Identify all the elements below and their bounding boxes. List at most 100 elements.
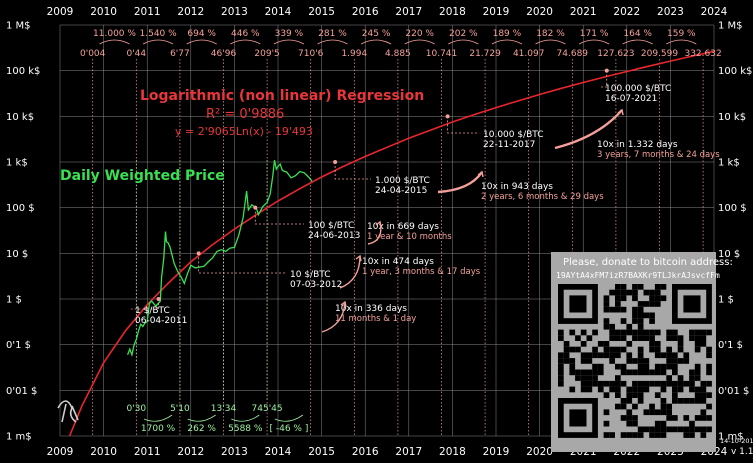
bottom-percentage: 1700 % (141, 424, 176, 434)
qr-module (700, 386, 707, 393)
x-tick-label: 2020 (526, 446, 553, 458)
qr-module (580, 380, 587, 387)
qr-module (615, 306, 621, 313)
x-axis-top: 2009 2010 2011 2012 2013 2014 2015 2016 2017 2018… (47, 6, 728, 18)
qr-module (603, 301, 610, 307)
x-tick-label: 2009 (47, 6, 74, 18)
qr-module (603, 318, 610, 324)
qr-module (637, 380, 644, 387)
qr-module (654, 392, 661, 398)
x-tick-label: 2010 (90, 6, 117, 18)
qr-finder (683, 295, 701, 313)
qr-module (586, 375, 593, 381)
qr-module (597, 352, 604, 359)
qr-module (689, 426, 695, 433)
series-label: Daily Weighted Price (60, 168, 225, 184)
qr-module (694, 369, 701, 376)
year-end-value: 46'96 (211, 49, 237, 59)
qr-module (700, 392, 707, 398)
year-end-value: 21.729 (469, 49, 501, 59)
duration-arrow (339, 255, 361, 289)
qr-module (677, 346, 684, 353)
bottom-percentage: [ -46 % ] (269, 424, 308, 434)
qr-module (626, 409, 633, 416)
qr-module (689, 420, 695, 427)
qr-module (620, 398, 627, 404)
qr-module (672, 392, 678, 398)
qr-module (700, 341, 707, 347)
qr-module (649, 318, 655, 324)
duration-arrowhead (340, 300, 347, 308)
y-tick-label: 0'01 $ (6, 386, 37, 397)
qr-module (620, 432, 627, 438)
qr-module (626, 398, 633, 404)
donate-address[interactable]: 19AYtA4xFM7izR7BAXKr9TLJkrAJsvcfFm (556, 271, 720, 280)
y-tick-label: 10 $ (718, 249, 740, 260)
qr-module (654, 289, 661, 296)
qr-module (637, 312, 644, 319)
qr-module (563, 346, 570, 353)
qr-module (592, 380, 598, 387)
qr-module (615, 386, 621, 393)
qr-module (563, 341, 570, 347)
qr-module (677, 426, 684, 433)
y-tick-label: 10 k$ (718, 112, 746, 123)
qr-module (706, 415, 712, 421)
qr-module (603, 323, 610, 330)
qr-module (637, 306, 644, 313)
qr-module (603, 352, 610, 359)
qr-module (620, 335, 627, 341)
year-end-value: 41.097 (513, 49, 545, 59)
qr-module (580, 341, 587, 347)
qr-module (569, 386, 576, 393)
qr-module (649, 289, 655, 296)
qr-module (649, 380, 655, 387)
qr-module (677, 386, 684, 393)
qr-module (672, 335, 678, 341)
regression-equation: y = 2'9065Ln(x) - 19'493 (175, 125, 313, 138)
qr-module (694, 375, 701, 381)
qr-module (672, 386, 678, 393)
duration-arrowhead (355, 254, 362, 262)
qr-module (654, 341, 661, 347)
x-tick-label: 2010 (90, 446, 117, 458)
qr-module (569, 363, 576, 370)
qr-module (700, 380, 707, 387)
qr-module (575, 335, 581, 341)
qr-module (672, 358, 678, 364)
qr-module (643, 335, 650, 341)
qr-module (654, 352, 661, 359)
y-tick-label: 0'1 $ (6, 340, 31, 351)
growth-arc (448, 39, 479, 45)
qr-module (660, 380, 667, 387)
qr-module (660, 398, 667, 404)
growth-multiplier: 164 % (623, 29, 652, 39)
bottom-year-end-value: 745'45 (252, 404, 283, 414)
qr-module (615, 301, 621, 307)
bottom-arc (274, 414, 304, 422)
qr-module (672, 398, 678, 404)
milestone-date: 07-03-2012 (290, 280, 342, 290)
qr-code[interactable] (556, 282, 714, 440)
qr-module (575, 369, 581, 376)
milestone-leader (131, 299, 159, 310)
qr-module (660, 369, 667, 376)
duration-detail: 2 years, 6 months & 29 days (481, 192, 604, 202)
qr-module (626, 432, 633, 438)
qr-module (620, 415, 627, 421)
duration-detail: 1 year, 3 months & 17 days (362, 267, 481, 277)
y-tick-label: 1 M$ (6, 21, 31, 32)
year-end-value: 74.689 (557, 49, 589, 59)
qr-module (706, 346, 712, 353)
qr-module (603, 341, 610, 347)
milestone-date: 24-04-2015 (375, 186, 427, 196)
qr-module (620, 346, 627, 353)
qr-module (694, 398, 701, 404)
qr-module (615, 352, 621, 359)
qr-module (615, 375, 621, 381)
duration-arrow (437, 171, 483, 194)
qr-module (637, 301, 644, 307)
top-multipliers: 0'004 0'44 6'77 46'96 209'5 710'6 1.994 4.885 10… (80, 29, 722, 59)
qr-module (660, 403, 667, 410)
x-tick-label: 2018 (439, 6, 466, 18)
